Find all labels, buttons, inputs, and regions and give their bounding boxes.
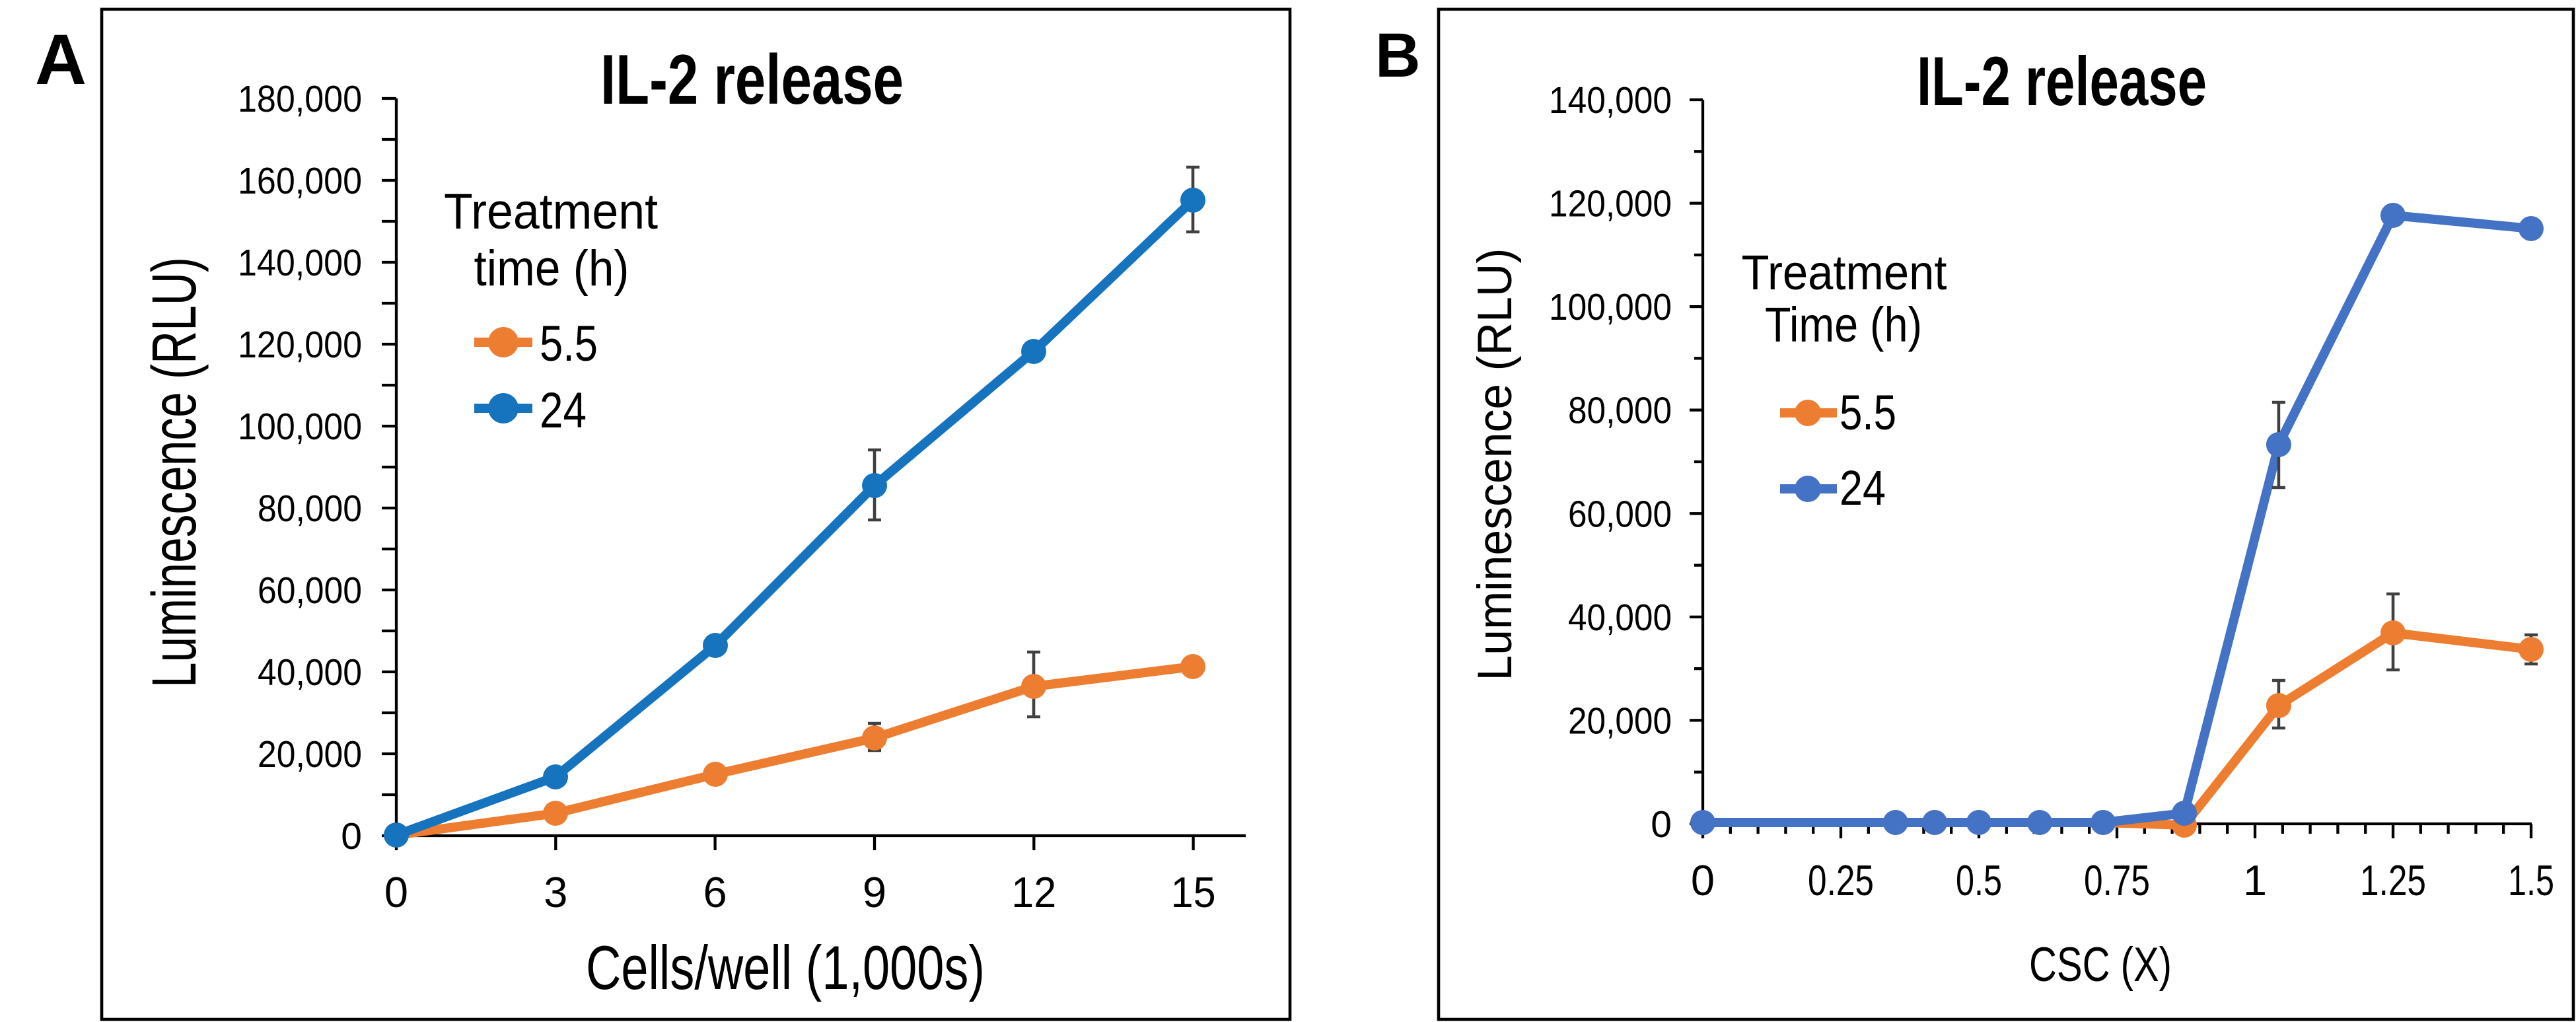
- svg-text:24: 24: [540, 383, 587, 439]
- svg-text:3: 3: [544, 868, 567, 916]
- svg-text:0: 0: [384, 868, 408, 916]
- svg-text:0: 0: [1651, 803, 1672, 846]
- svg-text:Cells/well (1,000s): Cells/well (1,000s): [586, 933, 985, 1002]
- svg-text:Luminescence (RLU): Luminescence (RLU): [1468, 248, 1522, 681]
- svg-text:1: 1: [2243, 856, 2267, 904]
- svg-text:100,000: 100,000: [238, 406, 362, 448]
- svg-text:1.25: 1.25: [2360, 856, 2426, 904]
- svg-text:20,000: 20,000: [1568, 700, 1672, 742]
- svg-text:160,000: 160,000: [238, 160, 362, 202]
- svg-text:0.25: 0.25: [1808, 856, 1874, 904]
- svg-text:60,000: 60,000: [1568, 493, 1672, 535]
- svg-text:6: 6: [703, 868, 727, 916]
- svg-text:Treatment: Treatment: [1742, 245, 1947, 300]
- svg-text:100,000: 100,000: [1549, 286, 1672, 328]
- svg-text:CSC (X): CSC (X): [2029, 938, 2172, 992]
- svg-text:80,000: 80,000: [258, 488, 362, 530]
- svg-text:B: B: [1375, 20, 1421, 91]
- svg-text:1.5: 1.5: [2508, 856, 2554, 904]
- svg-text:120,000: 120,000: [1549, 183, 1672, 225]
- svg-text:40,000: 40,000: [1568, 597, 1672, 639]
- svg-text:Time (h): Time (h): [1765, 297, 1922, 352]
- svg-text:140,000: 140,000: [1549, 79, 1672, 122]
- svg-text:24: 24: [1840, 460, 1886, 515]
- svg-text:IL-2 release: IL-2 release: [600, 40, 904, 119]
- svg-text:time (h): time (h): [474, 240, 629, 297]
- svg-text:20,000: 20,000: [258, 733, 362, 776]
- svg-text:0: 0: [341, 815, 362, 858]
- svg-text:5.5: 5.5: [540, 316, 598, 372]
- svg-text:120,000: 120,000: [238, 324, 362, 366]
- svg-text:12: 12: [1011, 868, 1056, 916]
- svg-text:0.75: 0.75: [2084, 856, 2150, 904]
- svg-text:Luminescence (RLU): Luminescence (RLU): [139, 257, 209, 688]
- svg-text:180,000: 180,000: [238, 78, 362, 120]
- svg-text:15: 15: [1171, 868, 1216, 916]
- svg-text:0.5: 0.5: [1956, 856, 2002, 904]
- svg-text:9: 9: [863, 868, 886, 916]
- svg-text:0: 0: [1691, 856, 1715, 904]
- svg-text:60,000: 60,000: [258, 569, 362, 612]
- svg-text:A: A: [35, 19, 87, 99]
- svg-text:IL-2 release: IL-2 release: [1917, 43, 2207, 120]
- svg-text:140,000: 140,000: [238, 242, 362, 284]
- svg-text:Treatment: Treatment: [444, 184, 658, 240]
- svg-text:40,000: 40,000: [258, 651, 362, 694]
- svg-text:5.5: 5.5: [1840, 385, 1896, 440]
- svg-text:80,000: 80,000: [1568, 390, 1672, 432]
